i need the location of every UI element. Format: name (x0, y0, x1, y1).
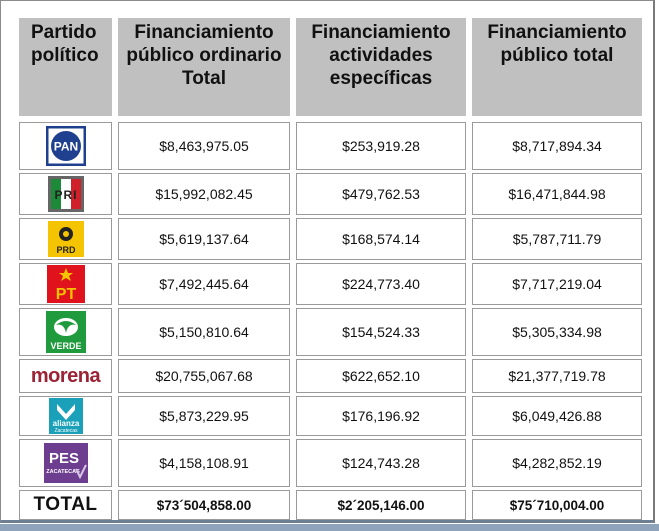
row-pt-total: $7,717,219.04 (472, 263, 642, 305)
svg-text:Zacatecas: Zacatecas (54, 428, 78, 434)
svg-text:PT: PT (55, 286, 76, 303)
total-label: TOTAL (19, 490, 112, 520)
prd-logo-icon: PRD (47, 221, 84, 257)
row-verde-ordinario: $5,150,810.64 (118, 308, 290, 356)
party-logo-pt: PT (19, 263, 112, 305)
row-alianza-total: $6,049,426.88 (472, 396, 642, 436)
party-logo-alianza: alianza Zacatecas (19, 396, 112, 436)
row-pes-ordinario: $4,158,108.91 (118, 439, 290, 487)
svg-text:ZACATECAS: ZACATECAS (46, 469, 80, 475)
row-morena-ordinario: $20,755,067.68 (118, 359, 290, 393)
alianza-logo-icon: alianza Zacatecas (48, 398, 83, 434)
total-especificas: $2´205,146.00 (296, 490, 466, 520)
header-total: Financiamiento público total (472, 18, 642, 116)
svg-text:PES: PES (48, 450, 78, 467)
row-pan-especificas: $253,919.28 (296, 122, 466, 170)
header-party: Partido político (19, 18, 112, 116)
party-logo-pri: PRI (19, 173, 112, 215)
row-pri-especificas: $479,762.53 (296, 173, 466, 215)
table-frame: Partido político Financiamiento público … (0, 0, 655, 523)
party-logo-prd: PRD (19, 218, 112, 260)
row-pes-total: $4,282,852.19 (472, 439, 642, 487)
row-pan-ordinario: $8,463,975.05 (118, 122, 290, 170)
party-logo-pes: PES ZACATECAS (19, 439, 112, 487)
row-pt-especificas: $224,773.40 (296, 263, 466, 305)
pt-logo-icon: PT (46, 265, 85, 303)
pan-logo-icon: PAN (45, 126, 86, 166)
total-total: $75´710,004.00 (472, 490, 642, 520)
row-alianza-especificas: $176,196.92 (296, 396, 466, 436)
pes-logo-icon: PES ZACATECAS (43, 443, 88, 483)
row-morena-total: $21,377,719.78 (472, 359, 642, 393)
total-ordinario: $73´504,858.00 (118, 490, 290, 520)
morena-logo-text: morena (30, 364, 101, 387)
row-pri-ordinario: $15,992,082.45 (118, 173, 290, 215)
svg-text:alianza: alianza (52, 419, 79, 428)
party-logo-pan: PAN (19, 122, 112, 170)
row-prd-total: $5,787,711.79 (472, 218, 642, 260)
row-pri-total: $16,471,844.98 (472, 173, 642, 215)
svg-text:PRI: PRI (54, 188, 77, 202)
party-logo-verde: VERDE (19, 308, 112, 356)
svg-text:VERDE: VERDE (50, 341, 81, 351)
row-prd-especificas: $168,574.14 (296, 218, 466, 260)
svg-text:PAN: PAN (53, 140, 77, 154)
party-logo-morena: morena (19, 359, 112, 393)
row-prd-ordinario: $5,619,137.64 (118, 218, 290, 260)
row-morena-especificas: $622,652.10 (296, 359, 466, 393)
row-pes-especificas: $124,743.28 (296, 439, 466, 487)
svg-text:PRD: PRD (56, 245, 76, 255)
verde-logo-icon: VERDE (45, 311, 86, 353)
row-pan-total: $8,717,894.34 (472, 122, 642, 170)
bottom-border-bar (0, 524, 659, 531)
header-ordinario: Financiamiento público ordinario Total (118, 18, 290, 116)
row-verde-total: $5,305,334.98 (472, 308, 642, 356)
row-verde-especificas: $154,524.33 (296, 308, 466, 356)
row-alianza-ordinario: $5,873,229.95 (118, 396, 290, 436)
row-pt-ordinario: $7,492,445.64 (118, 263, 290, 305)
header-especificas: Financiamiento actividades específicas (296, 18, 466, 116)
pri-logo-icon: PRI (47, 176, 84, 212)
